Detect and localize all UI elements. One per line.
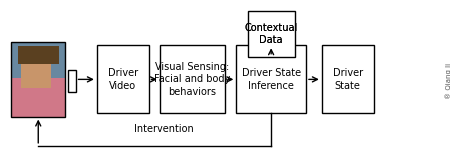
Text: ® Qiang Ji: ® Qiang Ji [446,63,450,99]
FancyBboxPatch shape [11,42,65,117]
FancyBboxPatch shape [322,45,374,113]
Text: Driver State
Inference: Driver State Inference [242,68,301,91]
Text: Driver
Video: Driver Video [108,68,138,91]
Text: Intervention: Intervention [134,124,194,134]
FancyBboxPatch shape [18,46,59,64]
FancyBboxPatch shape [68,70,76,92]
Text: Contextual
Data: Contextual Data [244,23,298,45]
FancyBboxPatch shape [160,45,225,113]
FancyBboxPatch shape [248,11,295,57]
Text: Visual Sensing:
Facial and body
behaviors: Visual Sensing: Facial and body behavior… [154,62,230,97]
FancyBboxPatch shape [21,60,51,88]
Text: Contextual
Data: Contextual Data [244,23,298,45]
FancyBboxPatch shape [236,45,306,113]
Text: Driver
State: Driver State [333,68,363,91]
FancyBboxPatch shape [97,45,148,113]
FancyBboxPatch shape [11,78,65,117]
